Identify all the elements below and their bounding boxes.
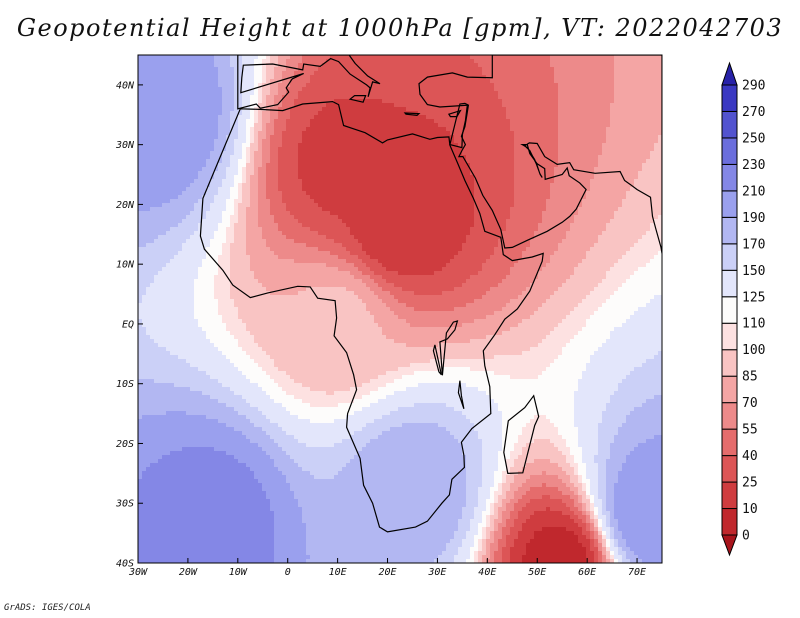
- colorbar-label: 125: [742, 290, 765, 305]
- colorbar-swatch: [721, 110, 738, 139]
- colorbar-label: 170: [742, 237, 765, 252]
- y-tick-label: 30N: [115, 140, 135, 151]
- colorbar-label: 210: [742, 184, 765, 199]
- colorbar-label: 250: [742, 131, 765, 146]
- colorbar-swatch: [721, 163, 738, 192]
- colorbar-swatch: [721, 349, 738, 377]
- colorbar-label: 100: [742, 343, 765, 358]
- coastlines-layer: [199, 55, 662, 533]
- x-tick-label: 50E: [528, 567, 546, 578]
- y-tick-label: 10S: [116, 379, 134, 390]
- colorbar-label: 110: [742, 317, 765, 332]
- y-tick-label: 30S: [115, 499, 134, 510]
- colorbar-swatch: [721, 455, 738, 483]
- y-tick-label: 40S: [116, 559, 134, 570]
- cyprus-coastline: [447, 109, 462, 118]
- colorbar-swatch: [721, 375, 738, 404]
- credit-text: GrADS: IGES/COLA: [4, 603, 91, 613]
- colorbar-swatch: [721, 402, 738, 430]
- colorbar-swatch: [721, 269, 738, 298]
- colorbar-label: 10: [742, 502, 758, 517]
- colorbar-min-arrow: [721, 534, 738, 557]
- colorbar-swatch: [721, 137, 738, 165]
- x-tick-label: 30W: [128, 567, 148, 578]
- colorbar-label: 290: [742, 79, 765, 94]
- colorbar-label: 270: [742, 105, 765, 120]
- lake-malawi-outline: [457, 380, 465, 409]
- colorbar-label: 70: [742, 396, 758, 411]
- madagascar-coastline: [503, 394, 540, 475]
- colorbar-swatch: [721, 84, 738, 112]
- crete-coastline: [403, 112, 421, 117]
- colorbar-label: 55: [742, 423, 758, 438]
- colorbar-swatch: [721, 508, 738, 536]
- colorbar-swatch: [721, 190, 738, 218]
- colorbar-label: 85: [742, 370, 758, 385]
- y-tick-label: 40N: [116, 80, 135, 91]
- x-tick-label: 20E: [378, 567, 396, 578]
- colorbar-label: 150: [742, 264, 765, 279]
- colorbar-label: 0: [742, 529, 750, 544]
- colorbar-swatch: [721, 243, 738, 271]
- colorbar-swatch: [721, 296, 738, 324]
- africa-coastline: [199, 100, 544, 533]
- colorbar-max-arrow: [721, 61, 738, 86]
- x-tick-label: 60E: [578, 567, 596, 578]
- colorbar-swatch: [721, 216, 738, 245]
- x-tick-label: 10W: [229, 567, 248, 578]
- y-tick-label: 20S: [116, 439, 134, 450]
- chart-title: Geopotential Height at 1000hPa [gpm], VT…: [16, 14, 784, 42]
- colorbar-label: 40: [742, 449, 758, 464]
- x-tick-label: 0: [285, 567, 291, 578]
- arabia-asia-coastline: [418, 55, 662, 254]
- colorbar-label: 25: [742, 476, 758, 491]
- colorbar-swatch: [721, 428, 738, 457]
- axes-layer: 30W 20W 10W 0 10E 20E 30E 40E 50E 60E 70E 40N 30N 20N…: [115, 80, 646, 578]
- x-tick-label: 10E: [329, 567, 347, 578]
- map-frame: [137, 54, 663, 564]
- x-tick-label: 40E: [478, 567, 496, 578]
- x-tick-label: 30E: [427, 567, 446, 578]
- colorbar-label: 230: [742, 158, 765, 173]
- levant-coastline: [449, 102, 469, 149]
- lake-victoria-outline: [439, 320, 459, 376]
- colorbar-swatch: [721, 322, 738, 351]
- sicily-coastline: [348, 95, 367, 103]
- europe-coastline: [237, 55, 381, 110]
- x-tick-label: 20W: [179, 567, 198, 578]
- y-tick-label: EQ: [122, 319, 134, 330]
- colorbar: 0 10 25 40 55 70 85 100 110 125 150 170 190 210 230 250…: [721, 61, 765, 557]
- colorbar-label: 190: [742, 211, 765, 226]
- field-layer: [138, 55, 662, 563]
- lake-tanganyika-outline: [432, 344, 442, 376]
- y-tick-label: 10N: [116, 260, 135, 271]
- colorbar-swatch: [721, 481, 738, 510]
- y-tick-label: 20N: [116, 200, 135, 211]
- x-tick-label: 70E: [628, 567, 646, 578]
